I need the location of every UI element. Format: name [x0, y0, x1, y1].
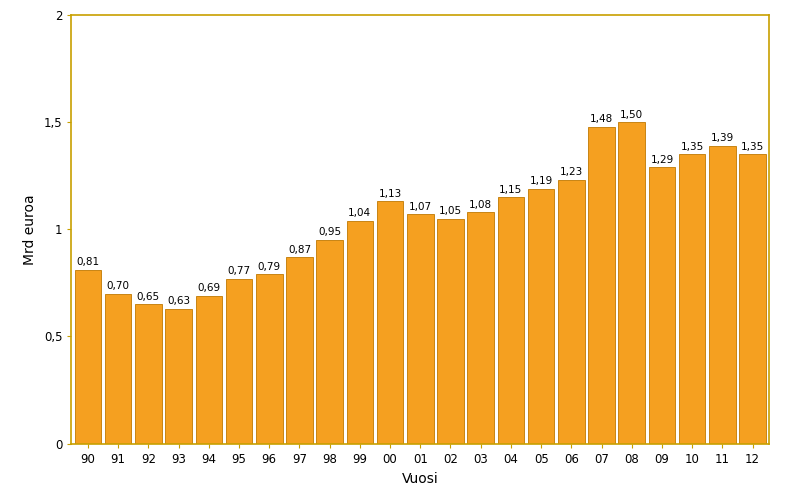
Bar [256, 274, 282, 444]
Bar [558, 180, 584, 444]
Text: 1,05: 1,05 [439, 206, 462, 216]
X-axis label: Vuosi: Vuosi [402, 472, 439, 486]
Bar [135, 304, 162, 444]
Text: 0,70: 0,70 [107, 281, 130, 291]
Text: 1,35: 1,35 [741, 142, 764, 152]
Text: 1,08: 1,08 [469, 200, 492, 210]
Bar [75, 270, 102, 444]
Bar [709, 146, 736, 444]
Bar [196, 296, 222, 444]
Text: 1,48: 1,48 [590, 114, 613, 124]
Text: 0,81: 0,81 [76, 258, 100, 268]
Text: 1,04: 1,04 [348, 208, 371, 218]
Bar [377, 202, 404, 444]
Text: 1,13: 1,13 [378, 189, 402, 199]
Bar [619, 122, 645, 444]
Bar [286, 257, 312, 444]
Text: 1,23: 1,23 [560, 167, 583, 177]
Text: 0,87: 0,87 [288, 244, 311, 255]
Bar [437, 219, 464, 444]
Text: 1,35: 1,35 [680, 142, 704, 152]
Bar [739, 154, 766, 444]
Bar [226, 279, 252, 444]
Text: 1,07: 1,07 [408, 202, 432, 212]
Text: 0,63: 0,63 [167, 296, 190, 306]
Bar [467, 212, 494, 444]
Text: 0,65: 0,65 [137, 292, 160, 302]
Bar [649, 167, 676, 444]
Text: 1,29: 1,29 [650, 155, 673, 165]
Y-axis label: Mrd euroa: Mrd euroa [23, 194, 36, 265]
Text: 0,77: 0,77 [228, 266, 251, 276]
Bar [165, 308, 192, 444]
Text: 0,95: 0,95 [318, 227, 341, 237]
Bar [316, 240, 343, 444]
Bar [498, 197, 524, 444]
Text: 1,19: 1,19 [530, 176, 553, 186]
Text: 0,79: 0,79 [258, 262, 281, 272]
Text: 1,50: 1,50 [620, 110, 643, 119]
Text: 1,39: 1,39 [711, 133, 734, 143]
Text: 1,15: 1,15 [500, 184, 523, 195]
Bar [588, 127, 615, 444]
Bar [105, 294, 132, 444]
Bar [679, 154, 706, 444]
Bar [347, 221, 374, 444]
Text: 0,69: 0,69 [197, 283, 220, 293]
Bar [407, 214, 434, 444]
Bar [528, 188, 554, 444]
